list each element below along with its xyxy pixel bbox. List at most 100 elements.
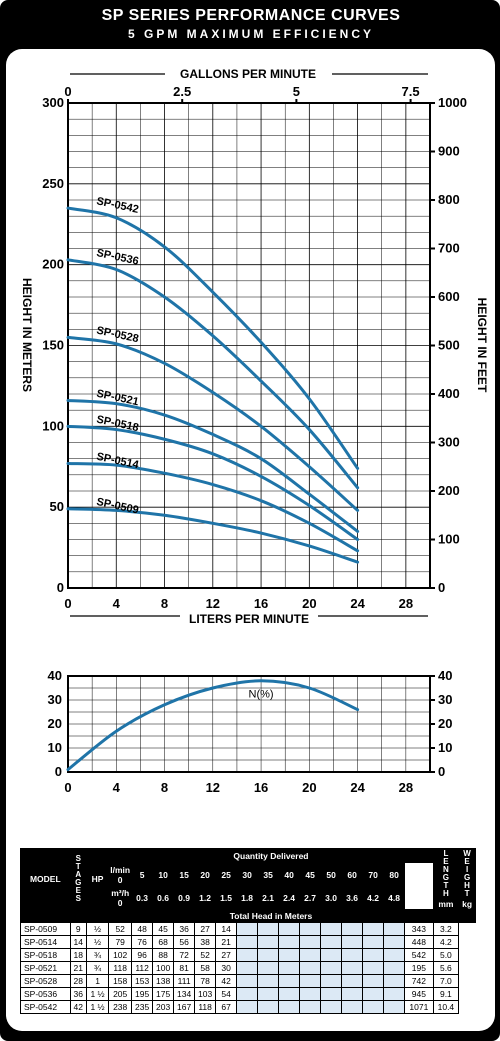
y-tick-label: 40 bbox=[48, 668, 62, 683]
y-tick-label: 150 bbox=[42, 338, 64, 353]
y2-tick-label: 40 bbox=[438, 668, 452, 683]
m3h-value: 2.1 bbox=[257, 885, 280, 911]
m3h-row: m³/h 0 0.3 0.6 0.9 1.2 1.5 1.8 2.1 2.4 2.7 3.0 3.6… bbox=[21, 885, 476, 911]
head-cell: 118 bbox=[108, 961, 133, 975]
head-cell: 52 bbox=[194, 948, 217, 962]
head-cell: 56 bbox=[173, 935, 196, 949]
col-length: LENGTH mm bbox=[432, 848, 460, 910]
y2-tick-label: 100 bbox=[438, 532, 460, 547]
x2-tick-label: 5 bbox=[293, 84, 300, 99]
spec-table: MODEL STAGES HP Quantity Delivered LENGT… bbox=[19, 847, 477, 1014]
head-cell bbox=[383, 935, 406, 949]
m3h-label: m³/h 0 bbox=[108, 885, 133, 911]
head-cell: 38 bbox=[194, 935, 217, 949]
lmin-value: 15 bbox=[173, 862, 196, 887]
y-tick-label: 300 bbox=[42, 95, 64, 110]
head-cell: 158 bbox=[108, 974, 133, 988]
head-cell bbox=[341, 935, 364, 949]
y-tick-label: 20 bbox=[48, 716, 62, 731]
head-cell: 103 bbox=[194, 987, 217, 1001]
x-tick-label: 20 bbox=[302, 780, 316, 795]
weight-cell: 9.1 bbox=[432, 987, 460, 1001]
y2-tick-label: 0 bbox=[438, 764, 445, 779]
lmin-value: 10 bbox=[152, 862, 175, 887]
weight-cell: 10.4 bbox=[432, 1000, 460, 1014]
head-cell bbox=[383, 974, 406, 988]
stages-cell: 36 bbox=[69, 987, 87, 1001]
y2-tick-label: 20 bbox=[438, 716, 452, 731]
x2-tick-label: 2.5 bbox=[173, 84, 191, 99]
head-cell: 134 bbox=[173, 987, 196, 1001]
x-tick-label: 4 bbox=[113, 780, 121, 795]
head-cell bbox=[236, 922, 259, 936]
x-tick-label: 4 bbox=[113, 596, 121, 611]
m3h-value: 3.0 bbox=[320, 885, 343, 911]
head-cell bbox=[257, 974, 280, 988]
series-line bbox=[66, 335, 360, 512]
head-cell: 27 bbox=[215, 948, 238, 962]
series-label: N(%) bbox=[249, 689, 274, 701]
series-line bbox=[66, 507, 360, 564]
head-cell bbox=[362, 948, 385, 962]
model-cell: SP-0514 bbox=[20, 935, 71, 949]
x2-tick-label: 7.5 bbox=[402, 84, 420, 99]
hp-cell: ¾ bbox=[85, 948, 110, 962]
head-cell: 238 bbox=[108, 1000, 133, 1014]
head-cell: 67 bbox=[215, 1000, 238, 1014]
table-row: SP-0518 18 ¾ 102 96 88 72 52 27 542 5.0 bbox=[20, 948, 476, 962]
weight-cell: 4.2 bbox=[432, 935, 460, 949]
lmin-value: 5 bbox=[131, 862, 154, 887]
y-tick-label: 50 bbox=[50, 499, 64, 514]
y-tick-label: 200 bbox=[42, 257, 64, 272]
head-cell: 111 bbox=[173, 974, 196, 988]
y2-tick-label: 0 bbox=[438, 580, 445, 595]
head-cell: 138 bbox=[152, 974, 175, 988]
head-cell bbox=[257, 961, 280, 975]
head-cell: 78 bbox=[194, 974, 217, 988]
head-cell bbox=[299, 935, 322, 949]
m3h-value: 1.5 bbox=[215, 885, 238, 911]
hp-cell: 1 ½ bbox=[85, 1000, 110, 1014]
lmin-value: 80 bbox=[383, 862, 406, 887]
m3h-value: 1.8 bbox=[236, 885, 259, 911]
head-cell: 36 bbox=[173, 922, 196, 936]
head-cell: 72 bbox=[173, 948, 196, 962]
head-cell bbox=[362, 935, 385, 949]
m3h-value: 0.9 bbox=[173, 885, 196, 911]
y2-tick-label: 400 bbox=[438, 386, 460, 401]
model-cell: SP-0509 bbox=[20, 922, 71, 936]
stages-cell: 9 bbox=[69, 922, 87, 936]
y-tick-label: 100 bbox=[42, 418, 64, 433]
head-cell bbox=[383, 961, 406, 975]
weight-cell: 5.0 bbox=[432, 948, 460, 962]
length-cell: 448 bbox=[404, 935, 434, 949]
head-cell bbox=[299, 987, 322, 1001]
head-cell: 203 bbox=[152, 1000, 175, 1014]
chart-title: SP SERIES PERFORMANCE CURVES bbox=[101, 7, 401, 24]
col-hp: HP bbox=[85, 848, 110, 910]
model-cell: SP-0542 bbox=[20, 1000, 71, 1014]
y-tick-label: 250 bbox=[42, 176, 64, 191]
head-cell: 118 bbox=[194, 1000, 217, 1014]
head-cell bbox=[320, 961, 343, 975]
head-cell bbox=[278, 961, 301, 975]
table-row: SP-0521 21 ¾ 118 112 100 81 58 30 195 5.6 bbox=[20, 961, 476, 975]
head-cell bbox=[278, 948, 301, 962]
lmin-value: 35 bbox=[257, 862, 280, 887]
head-cell: 54 bbox=[215, 987, 238, 1001]
x-tick-label: 24 bbox=[350, 780, 365, 795]
head-cell bbox=[236, 961, 259, 975]
head-cell: 153 bbox=[131, 974, 154, 988]
head-cell: 42 bbox=[215, 974, 238, 988]
x-tick-label: 20 bbox=[302, 596, 316, 611]
model-cell: SP-0518 bbox=[20, 948, 71, 962]
head-cell: 14 bbox=[215, 922, 238, 936]
hp-cell: ¾ bbox=[85, 961, 110, 975]
head-cell bbox=[278, 974, 301, 988]
length-cell: 343 bbox=[404, 922, 434, 936]
head-cell: 79 bbox=[108, 935, 133, 949]
lmin-value: 45 bbox=[299, 862, 322, 887]
y2-tick-label: 1000 bbox=[438, 95, 467, 110]
x-tick-label: 8 bbox=[161, 596, 168, 611]
